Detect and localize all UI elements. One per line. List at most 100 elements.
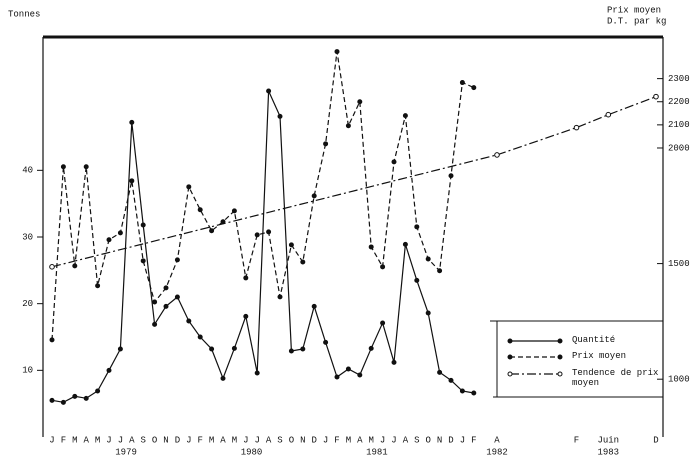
year-label: 1980: [241, 447, 263, 457]
legend-entry: Prix moyen: [572, 351, 627, 361]
point: [459, 388, 465, 394]
x-tick-label: M: [72, 435, 77, 445]
y2-tick-label: 2100: [668, 120, 690, 130]
point: [605, 111, 612, 118]
legend-marker: [507, 371, 513, 377]
legend-marker: [557, 338, 563, 344]
point: [414, 277, 420, 283]
point: [402, 113, 408, 119]
series-line: [51, 96, 657, 268]
point: [437, 268, 443, 274]
legend-entry: Quantité: [572, 335, 615, 345]
point: [494, 152, 500, 158]
year-label: 1981: [366, 447, 388, 457]
x-tick-label: A: [266, 435, 272, 445]
point: [266, 229, 272, 235]
point: [368, 244, 374, 250]
x-tick-label: D: [653, 435, 658, 445]
point: [425, 256, 431, 262]
x-tick-label: F: [574, 435, 579, 445]
point: [174, 294, 180, 300]
x-tick-label: M: [209, 435, 214, 445]
point: [83, 164, 89, 170]
point: [334, 49, 340, 55]
point: [334, 374, 340, 380]
y2-axis-label: D.T. par kg: [607, 16, 666, 26]
point: [254, 232, 260, 238]
x-tick-label: S: [140, 435, 145, 445]
x-tick-label: F: [61, 435, 66, 445]
y2-tick-label: 1500: [668, 259, 690, 269]
x-tick-label: J: [254, 435, 259, 445]
year-label: 1982: [486, 447, 508, 457]
y2-tick-label: 2200: [668, 97, 690, 107]
x-tick-label: F: [334, 435, 339, 445]
legend-marker: [557, 371, 563, 377]
x-tick-label: J: [186, 435, 191, 445]
x-tick-label: N: [163, 435, 168, 445]
x-tick-label: J: [106, 435, 111, 445]
point: [72, 393, 78, 399]
point: [152, 321, 158, 327]
point: [277, 113, 283, 119]
point: [117, 230, 123, 236]
x-tick-label: S: [277, 435, 282, 445]
y2-axis-label: Prix moyen: [607, 5, 661, 15]
x-tick-label: O: [425, 435, 430, 445]
point: [152, 299, 158, 305]
legend-label: Tendence de prix moyen: [572, 368, 659, 388]
legend-label: Prix moyen: [572, 351, 627, 361]
point: [391, 359, 397, 365]
point: [266, 88, 272, 94]
point: [140, 258, 146, 264]
point: [49, 397, 55, 403]
x-tick-label: M: [95, 435, 100, 445]
point: [357, 99, 363, 105]
x-tick-label: S: [414, 435, 419, 445]
x-tick-label: A: [494, 435, 500, 445]
y-tick-label: 40: [22, 166, 33, 176]
point: [49, 337, 55, 343]
point: [653, 93, 659, 100]
point: [437, 369, 443, 375]
x-tick-label: A: [83, 435, 89, 445]
point: [345, 366, 351, 372]
point: [288, 348, 294, 354]
x-tick-label: Juin: [597, 435, 619, 445]
x-tick-label: J: [380, 435, 385, 445]
x-tick-label: D: [175, 435, 180, 445]
y2-tick-label: 1000: [668, 375, 690, 385]
point: [129, 178, 135, 184]
point: [300, 346, 306, 352]
year-label: 1983: [597, 447, 619, 457]
point: [243, 313, 249, 319]
point: [380, 320, 386, 326]
point: [425, 310, 431, 316]
point: [323, 141, 329, 147]
point: [345, 123, 351, 129]
x-tick-label: F: [471, 435, 476, 445]
point: [254, 370, 260, 376]
x-tick-label: J: [460, 435, 465, 445]
point: [163, 285, 169, 291]
x-tick-label: M: [346, 435, 351, 445]
series-line: [51, 90, 474, 403]
point: [448, 173, 454, 179]
point: [471, 390, 477, 396]
point: [163, 303, 169, 309]
x-tick-label: A: [220, 435, 226, 445]
point: [117, 346, 123, 352]
point: [459, 80, 465, 86]
point: [60, 399, 66, 405]
y2-tick-label: 2300: [668, 74, 690, 84]
point: [83, 395, 89, 401]
series-line: [51, 51, 475, 340]
point: [391, 159, 397, 165]
x-tick-label: J: [323, 435, 328, 445]
point: [186, 318, 192, 324]
point: [220, 375, 226, 381]
x-tick-label: D: [311, 435, 316, 445]
point: [231, 208, 237, 214]
point: [277, 294, 283, 300]
